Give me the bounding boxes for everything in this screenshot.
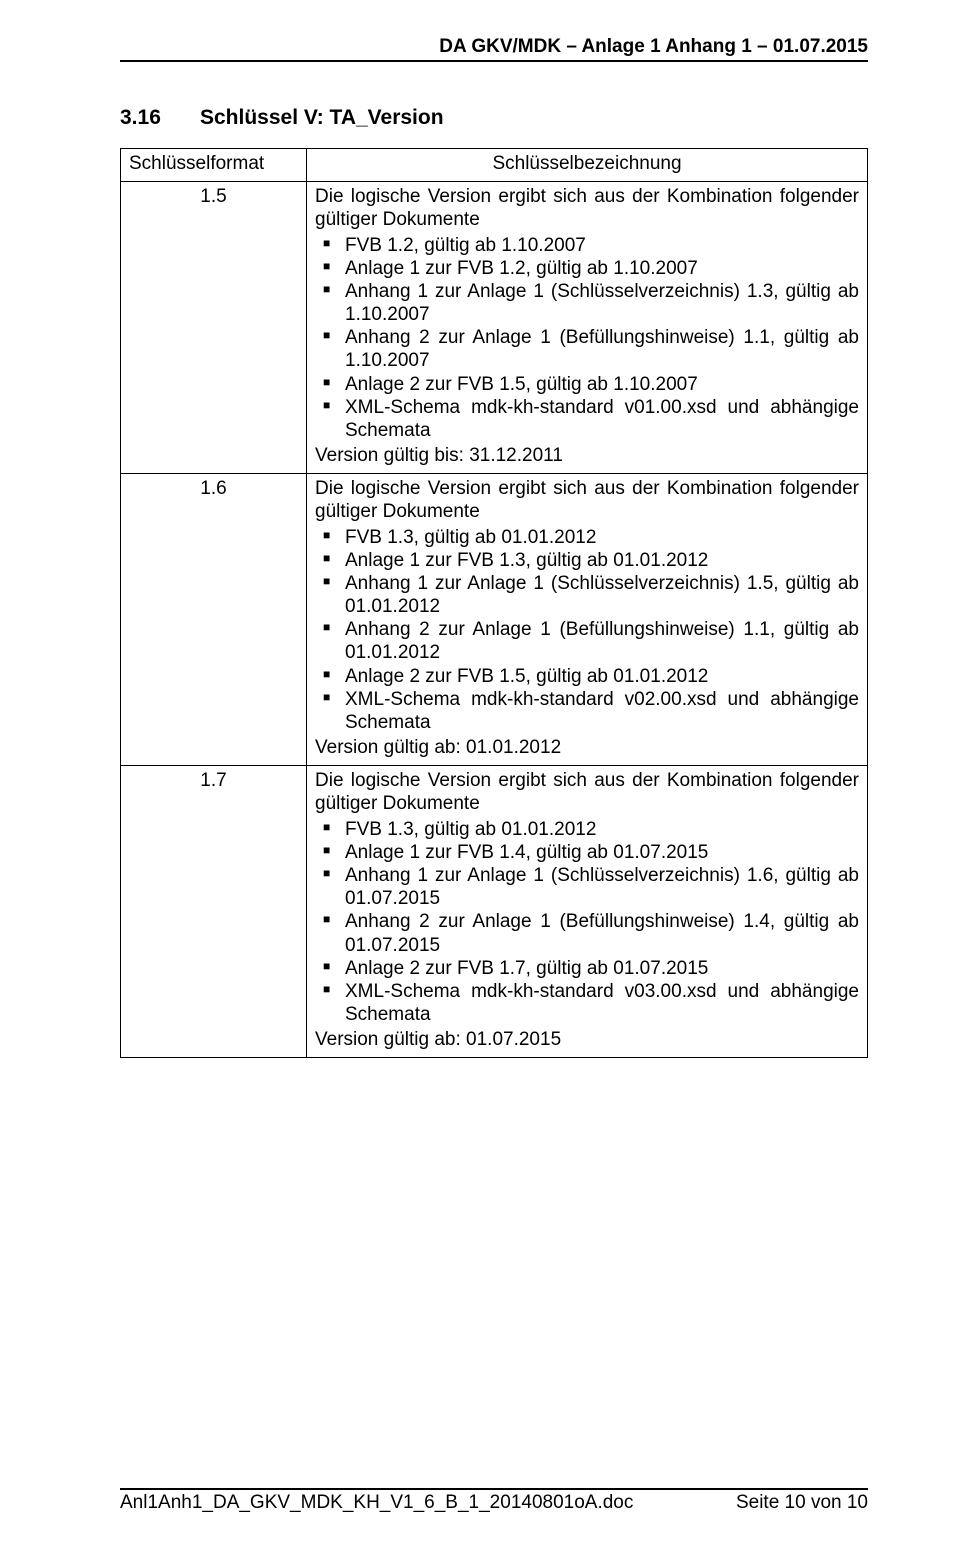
row-closing: Version gültig ab: 01.01.2012 [315, 736, 859, 759]
list-item: Anlage 1 zur FVB 1.4, gültig ab 01.07.20… [315, 841, 859, 864]
list-item: FVB 1.2, gültig ab 1.10.2007 [315, 234, 859, 257]
list-item: Anlage 1 zur FVB 1.3, gültig ab 01.01.20… [315, 549, 859, 572]
list-item: Anlage 1 zur FVB 1.2, gültig ab 1.10.200… [315, 257, 859, 280]
list-item: XML-Schema mdk-kh-standard v02.00.xsd un… [315, 688, 859, 734]
row-key: 1.6 [121, 474, 307, 766]
row-bullets: FVB 1.3, gültig ab 01.01.2012 Anlage 1 z… [315, 526, 859, 735]
header-left: Schlüsselformat [121, 149, 307, 182]
section-heading: 3.16Schlüssel V: TA_Version [120, 106, 868, 130]
row-intro: Die logische Version ergibt sich aus der… [315, 477, 859, 523]
table-row: 1.5 Die logische Version ergibt sich aus… [121, 182, 868, 474]
list-item: Anlage 2 zur FVB 1.5, gültig ab 01.01.20… [315, 665, 859, 688]
section-title-text: Schlüssel V: TA_Version [200, 106, 444, 129]
list-item: Anhang 1 zur Anlage 1 (Schlüsselverzeich… [315, 864, 859, 910]
row-intro: Die logische Version ergibt sich aus der… [315, 769, 859, 815]
table-row: 1.7 Die logische Version ergibt sich aus… [121, 766, 868, 1058]
key-table: Schlüsselformat Schlüsselbezeichnung 1.5… [120, 148, 868, 1058]
list-item: FVB 1.3, gültig ab 01.01.2012 [315, 526, 859, 549]
row-content: Die logische Version ergibt sich aus der… [307, 766, 868, 1058]
row-content: Die logische Version ergibt sich aus der… [307, 182, 868, 474]
list-item: Anhang 2 zur Anlage 1 (Befüllungshinweis… [315, 910, 859, 956]
list-item: Anlage 2 zur FVB 1.5, gültig ab 1.10.200… [315, 373, 859, 396]
row-closing: Version gültig bis: 31.12.2011 [315, 444, 859, 467]
row-key: 1.7 [121, 766, 307, 1058]
table-row: 1.6 Die logische Version ergibt sich aus… [121, 474, 868, 766]
footer-page-number: Seite 10 von 10 [736, 1492, 868, 1514]
document-page: DA GKV/MDK – Anlage 1 Anhang 1 – 01.07.2… [0, 0, 960, 1544]
row-content: Die logische Version ergibt sich aus der… [307, 474, 868, 766]
footer-filename: Anl1Anh1_DA_GKV_MDK_KH_V1_6_B_1_20140801… [120, 1492, 633, 1514]
header-right: Schlüsselbezeichnung [307, 149, 868, 182]
list-item: Anhang 2 zur Anlage 1 (Befüllungshinweis… [315, 618, 859, 664]
row-intro: Die logische Version ergibt sich aus der… [315, 185, 859, 231]
list-item: Anhang 1 zur Anlage 1 (Schlüsselverzeich… [315, 572, 859, 618]
page-header: DA GKV/MDK – Anlage 1 Anhang 1 – 01.07.2… [120, 36, 868, 62]
row-bullets: FVB 1.2, gültig ab 1.10.2007 Anlage 1 zu… [315, 234, 859, 443]
row-key: 1.5 [121, 182, 307, 474]
table-header-row: Schlüsselformat Schlüsselbezeichnung [121, 149, 868, 182]
row-closing: Version gültig ab: 01.07.2015 [315, 1028, 859, 1051]
list-item: Anlage 2 zur FVB 1.7, gültig ab 01.07.20… [315, 957, 859, 980]
list-item: Anhang 2 zur Anlage 1 (Befüllungshinweis… [315, 326, 859, 372]
page-footer: Anl1Anh1_DA_GKV_MDK_KH_V1_6_B_1_20140801… [120, 1488, 868, 1514]
list-item: XML-Schema mdk-kh-standard v03.00.xsd un… [315, 980, 859, 1026]
list-item: XML-Schema mdk-kh-standard v01.00.xsd un… [315, 396, 859, 442]
list-item: FVB 1.3, gültig ab 01.01.2012 [315, 818, 859, 841]
section-number: 3.16 [120, 106, 200, 130]
list-item: Anhang 1 zur Anlage 1 (Schlüsselverzeich… [315, 280, 859, 326]
row-bullets: FVB 1.3, gültig ab 01.01.2012 Anlage 1 z… [315, 818, 859, 1027]
